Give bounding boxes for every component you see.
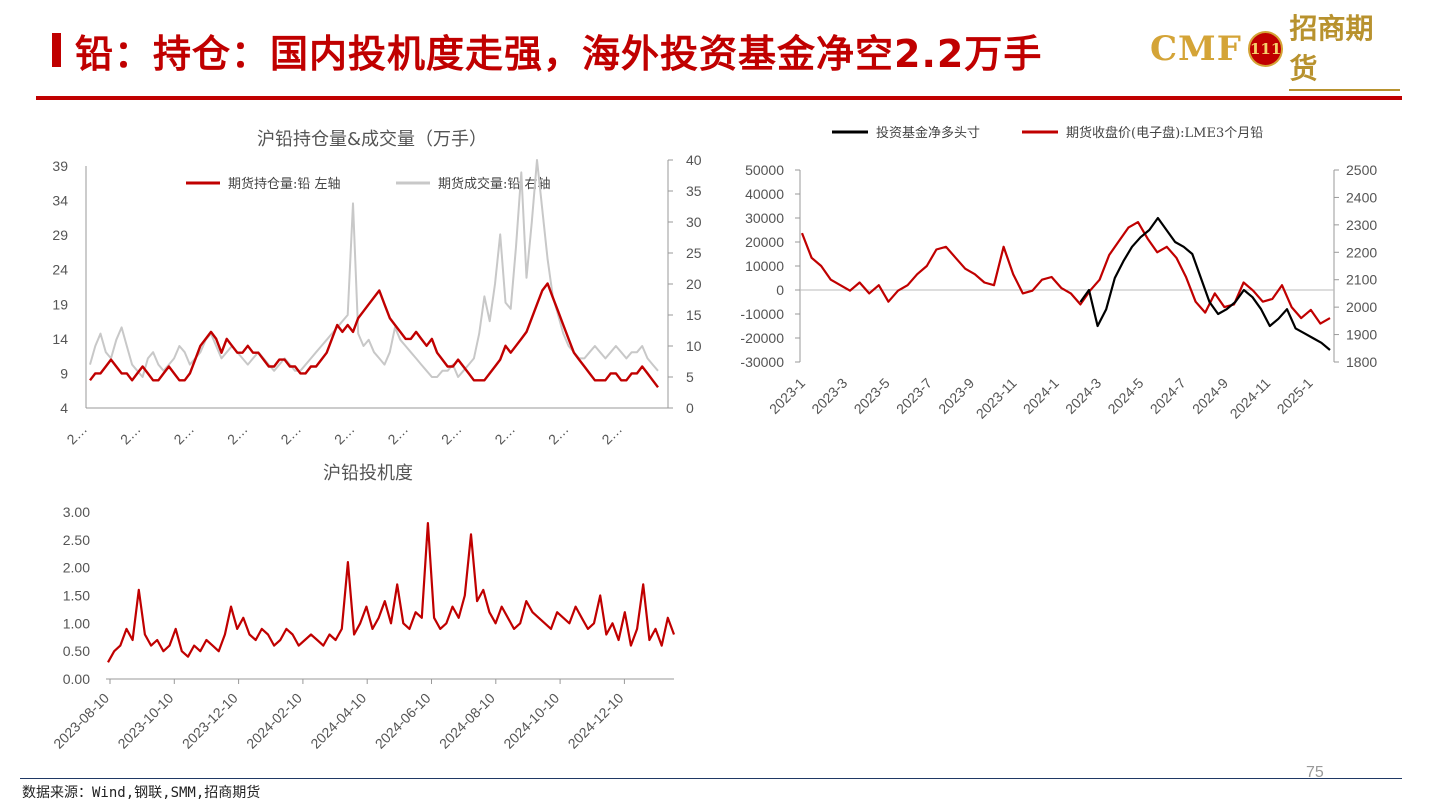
chart1-title: 沪铅持仓量&成交量（万手） xyxy=(257,129,487,150)
chart1-right-tick-label: 35 xyxy=(686,183,702,199)
chart1-right-tick-label: 25 xyxy=(686,245,702,261)
chart3-series xyxy=(107,521,676,663)
chart1-right-tick-label: 0 xyxy=(686,400,694,416)
chart2-left-tick-label: 10000 xyxy=(745,258,784,274)
chart1-left-tick-label: 9 xyxy=(60,365,68,381)
page-title: 铅：持仓：国内投机度走强，海外投资基金净空2.2万手 xyxy=(75,31,1043,76)
chart2-left-tick-label: -20000 xyxy=(740,330,784,346)
title-accent-mark xyxy=(52,33,61,67)
chart2-series xyxy=(800,216,1331,351)
chart1-left-tick-label: 14 xyxy=(52,331,68,347)
chart1-right-tick-label: 30 xyxy=(686,214,702,230)
data-source: 数据来源：Wind,钢联,SMM,招商期货 xyxy=(22,785,261,801)
logo-cn-text: 招商期货 xyxy=(1289,7,1400,91)
chart2-left-tick-label: 50000 xyxy=(745,162,784,178)
chart2-left-tick-label: 30000 xyxy=(745,210,784,226)
title-divider xyxy=(36,96,1402,100)
chart2-right-tick-label: 2200 xyxy=(1346,244,1377,260)
chart2-right-tick-label: 2300 xyxy=(1346,217,1377,233)
chart1-series xyxy=(89,159,659,389)
chart2-left-tick-label: -30000 xyxy=(740,354,784,370)
chart3-speculation-line xyxy=(107,521,676,663)
chart3-x-tick-label: 2024-08-10 xyxy=(436,690,498,752)
chart1-oi-line xyxy=(89,282,659,389)
chart2-left-tick-label: 40000 xyxy=(745,186,784,202)
chart3-x-tick-label: 2024-06-10 xyxy=(372,690,434,752)
chart2-legend-price-label: 期货收盘价(电子盘):LME3个月铅 xyxy=(1066,125,1263,141)
chart2-right-tick-label: 1900 xyxy=(1346,327,1377,343)
chart3-left-tick-label: 1.00 xyxy=(63,615,90,631)
chart2-left-tick-label: 20000 xyxy=(745,234,784,250)
chart1-right-tick-label: 15 xyxy=(686,307,702,323)
chart2-right-tick-label: 2100 xyxy=(1346,272,1377,288)
chart1-left-tick-label: 29 xyxy=(52,227,68,243)
chart3-x-tick-label: 2024-12-10 xyxy=(565,690,627,752)
chart1-left-tick-label: 19 xyxy=(52,296,68,312)
chart3-x-tick-label: 2024-10-10 xyxy=(500,690,562,752)
chart3-x-tick-label: 2024-02-10 xyxy=(243,690,305,752)
chart1-volume-line xyxy=(89,159,659,378)
chart2-lme-price-line xyxy=(800,221,1331,325)
chart1-right-tick-label: 20 xyxy=(686,276,702,292)
footer-divider xyxy=(20,778,1402,779)
chart3-x-tick-label: 2024-04-10 xyxy=(307,690,369,752)
chart1-left-tick-label: 34 xyxy=(52,193,68,209)
page-number: 75 xyxy=(1306,764,1324,781)
chart1-left-tick-label: 24 xyxy=(52,262,68,278)
chart1-right-tick-label: 40 xyxy=(686,152,702,168)
logo-badge-icon: 111 xyxy=(1247,31,1284,67)
chart2-fund-net-line xyxy=(1079,216,1331,351)
chart1-right-tick-label: 10 xyxy=(686,338,702,354)
chart3-left-tick-label: 0.00 xyxy=(63,671,90,687)
chart3-left-tick-label: 0.50 xyxy=(63,643,90,659)
chart2-right-tick-label: 1800 xyxy=(1346,354,1377,370)
chart1-left-tick-label: 4 xyxy=(60,400,68,416)
chart1-legend-oi-label: 期货持仓量:铅 左轴 xyxy=(228,176,341,192)
chart3-x-tick-label: 2023-08-10 xyxy=(50,690,112,752)
chart3-x-tick-label: 2023-10-10 xyxy=(114,690,176,752)
chart2-right-tick-label: 2500 xyxy=(1346,162,1377,178)
chart2-left-tick-label: 0 xyxy=(776,282,784,298)
chart3-title: 沪铅投机度 xyxy=(323,463,413,484)
title-bar: 铅：持仓：国内投机度走强，海外投资基金净空2.2万手 xyxy=(52,28,1152,76)
chart2-legend-fund-label: 投资基金净多头寸 xyxy=(876,125,980,141)
chart3-x-tick-label: 2023-12-10 xyxy=(179,690,241,752)
chart3-left-tick-label: 1.50 xyxy=(63,588,90,604)
chart1-right-tick-label: 5 xyxy=(686,369,694,385)
chart3-left-tick-label: 2.00 xyxy=(63,560,90,576)
chart2-left-tick-label: -10000 xyxy=(740,306,784,322)
chart3-left-tick-label: 3.00 xyxy=(63,504,90,520)
chart2-right-tick-label: 2000 xyxy=(1346,299,1377,315)
chart1-left-tick-label: 39 xyxy=(52,158,68,174)
chart2-right-tick-label: 2400 xyxy=(1346,189,1377,205)
chart3-left-tick-label: 2.50 xyxy=(63,532,90,548)
company-logo: CMF 111 招商期货 xyxy=(1150,12,1400,91)
logo-cmf-text: CMF xyxy=(1150,29,1242,69)
chart2-legend: 投资基金净多头寸 期货收盘价(电子盘):LME3个月铅 xyxy=(832,125,1263,141)
